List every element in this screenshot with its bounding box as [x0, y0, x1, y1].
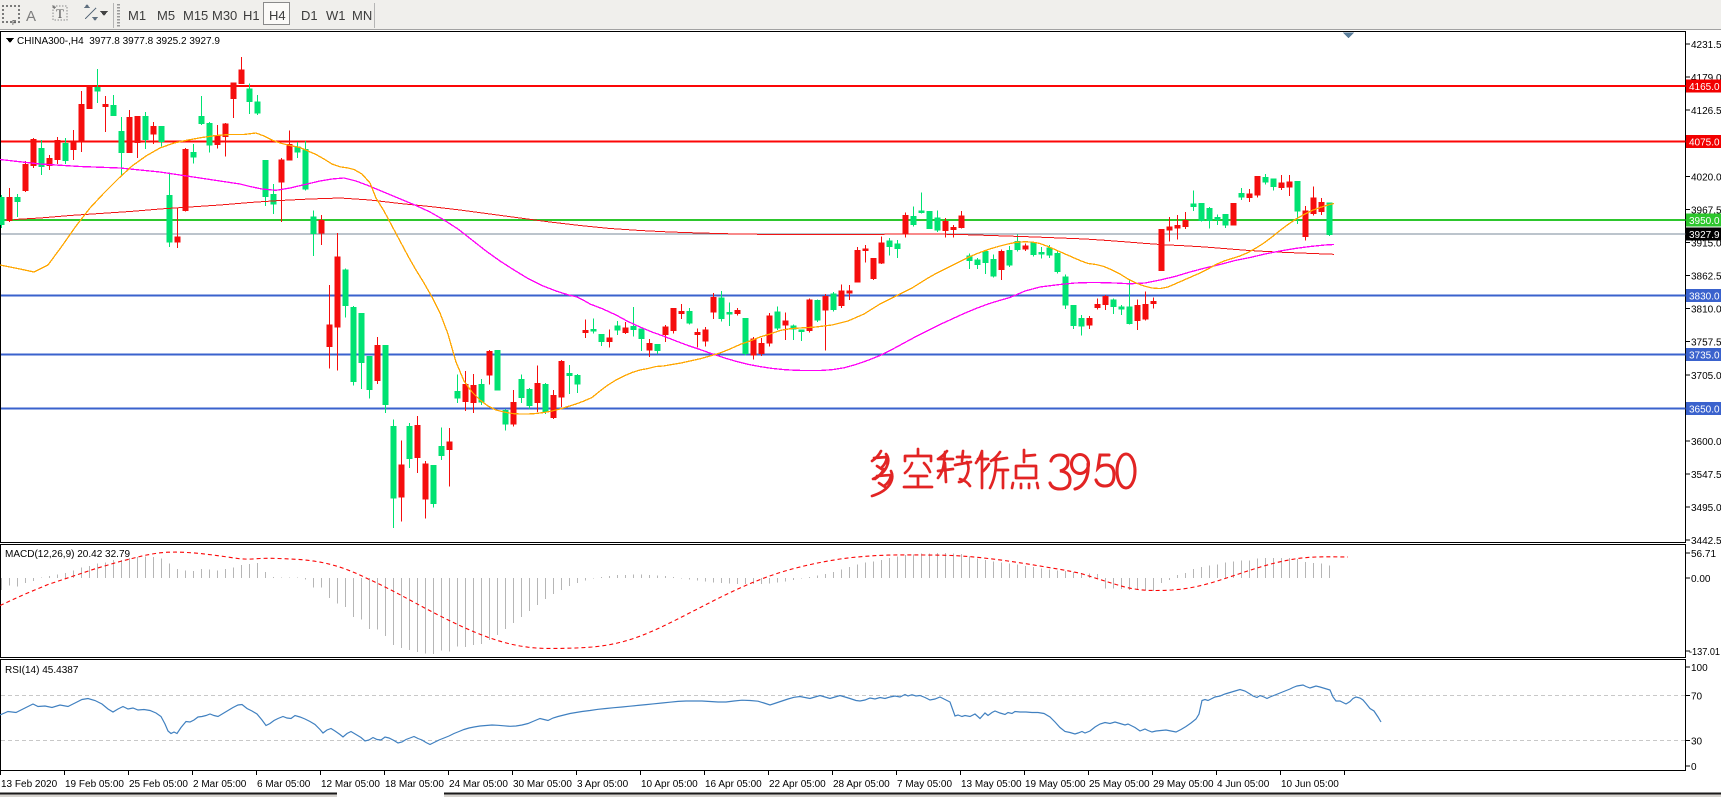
svg-text:6 Mar 05:00: 6 Mar 05:00: [257, 779, 311, 790]
svg-text:M5: M5: [157, 8, 175, 23]
svg-text:M30: M30: [212, 8, 237, 23]
svg-text:25 May 05:00: 25 May 05:00: [1089, 779, 1150, 790]
svg-text:30: 30: [1691, 737, 1703, 748]
svg-text:W1: W1: [326, 8, 346, 23]
svg-text:4020.0: 4020.0: [1691, 172, 1721, 183]
svg-text:4231.5: 4231.5: [1691, 40, 1721, 51]
svg-text:MN: MN: [352, 8, 372, 23]
svg-text:4 Jun 05:00: 4 Jun 05:00: [1217, 779, 1270, 790]
svg-text:24 Mar 05:00: 24 Mar 05:00: [449, 779, 508, 790]
svg-text:70: 70: [1691, 692, 1703, 703]
svg-text:3547.5: 3547.5: [1691, 470, 1721, 481]
svg-text:16 Apr 05:00: 16 Apr 05:00: [705, 779, 762, 790]
svg-text:10 Jun 05:00: 10 Jun 05:00: [1281, 779, 1339, 790]
svg-text:18 Mar 05:00: 18 Mar 05:00: [385, 779, 444, 790]
svg-text:3705.0: 3705.0: [1691, 371, 1721, 382]
svg-text:7 May 05:00: 7 May 05:00: [897, 779, 952, 790]
svg-text:25 Feb 05:00: 25 Feb 05:00: [129, 779, 188, 790]
svg-text:3950.0: 3950.0: [1689, 216, 1720, 227]
svg-text:F: F: [12, 20, 16, 27]
svg-text:RSI(14) 45.4387: RSI(14) 45.4387: [5, 665, 79, 676]
svg-text:3 Apr 05:00: 3 Apr 05:00: [577, 779, 629, 790]
svg-text:4179.0: 4179.0: [1691, 73, 1721, 84]
svg-text:22 Apr 05:00: 22 Apr 05:00: [769, 779, 826, 790]
svg-text:4165.0: 4165.0: [1689, 82, 1720, 93]
svg-text:0.00: 0.00: [1691, 574, 1711, 585]
svg-text:-137.01: -137.01: [1689, 647, 1720, 658]
svg-text:13 May 05:00: 13 May 05:00: [961, 779, 1022, 790]
svg-text:CHINA300-,H4 3977.8 3977.8 39: CHINA300-,H4 3977.8 3977.8 3925.2 3927.9: [17, 36, 220, 47]
svg-text:30 Mar 05:00: 30 Mar 05:00: [513, 779, 572, 790]
svg-text:12 Mar 05:00: 12 Mar 05:00: [321, 779, 380, 790]
svg-text:13 Feb 2020: 13 Feb 2020: [1, 779, 58, 790]
svg-text:4126.5: 4126.5: [1691, 106, 1721, 117]
svg-text:H1: H1: [243, 8, 260, 23]
svg-text:3927.9: 3927.9: [1689, 230, 1720, 241]
svg-text:3600.0: 3600.0: [1691, 437, 1721, 448]
svg-text:100: 100: [1691, 663, 1708, 674]
svg-text:3830.0: 3830.0: [1689, 292, 1720, 303]
svg-text:4075.0: 4075.0: [1689, 138, 1720, 149]
svg-text:3757.5: 3757.5: [1691, 338, 1721, 349]
svg-text:3495.0: 3495.0: [1691, 503, 1721, 514]
svg-text:3915.0: 3915.0: [1691, 239, 1721, 250]
svg-text:A: A: [26, 8, 36, 25]
svg-text:3442.5: 3442.5: [1691, 536, 1721, 547]
svg-text:3810.0: 3810.0: [1691, 305, 1721, 316]
svg-text:3967.5: 3967.5: [1691, 205, 1721, 216]
svg-text:M15: M15: [183, 8, 208, 23]
svg-text:H4: H4: [269, 8, 286, 23]
svg-text:D1: D1: [301, 8, 318, 23]
svg-text:3650.0: 3650.0: [1689, 405, 1720, 416]
svg-text:3735.0: 3735.0: [1689, 351, 1720, 362]
svg-text:2 Mar 05:00: 2 Mar 05:00: [193, 779, 247, 790]
svg-text:56.71: 56.71: [1691, 549, 1716, 560]
svg-text:T: T: [56, 6, 64, 21]
svg-text:MACD(12,26,9) 20.42 32.79: MACD(12,26,9) 20.42 32.79: [5, 549, 131, 560]
svg-text:28 Apr 05:00: 28 Apr 05:00: [833, 779, 890, 790]
svg-text:10 Apr 05:00: 10 Apr 05:00: [641, 779, 698, 790]
svg-text:19 Feb 05:00: 19 Feb 05:00: [65, 779, 124, 790]
svg-text:M1: M1: [128, 8, 146, 23]
svg-text:3862.5: 3862.5: [1691, 272, 1721, 283]
svg-text:0: 0: [1691, 762, 1697, 773]
svg-text:29 May 05:00: 29 May 05:00: [1153, 779, 1214, 790]
svg-text:19 May 05:00: 19 May 05:00: [1025, 779, 1086, 790]
